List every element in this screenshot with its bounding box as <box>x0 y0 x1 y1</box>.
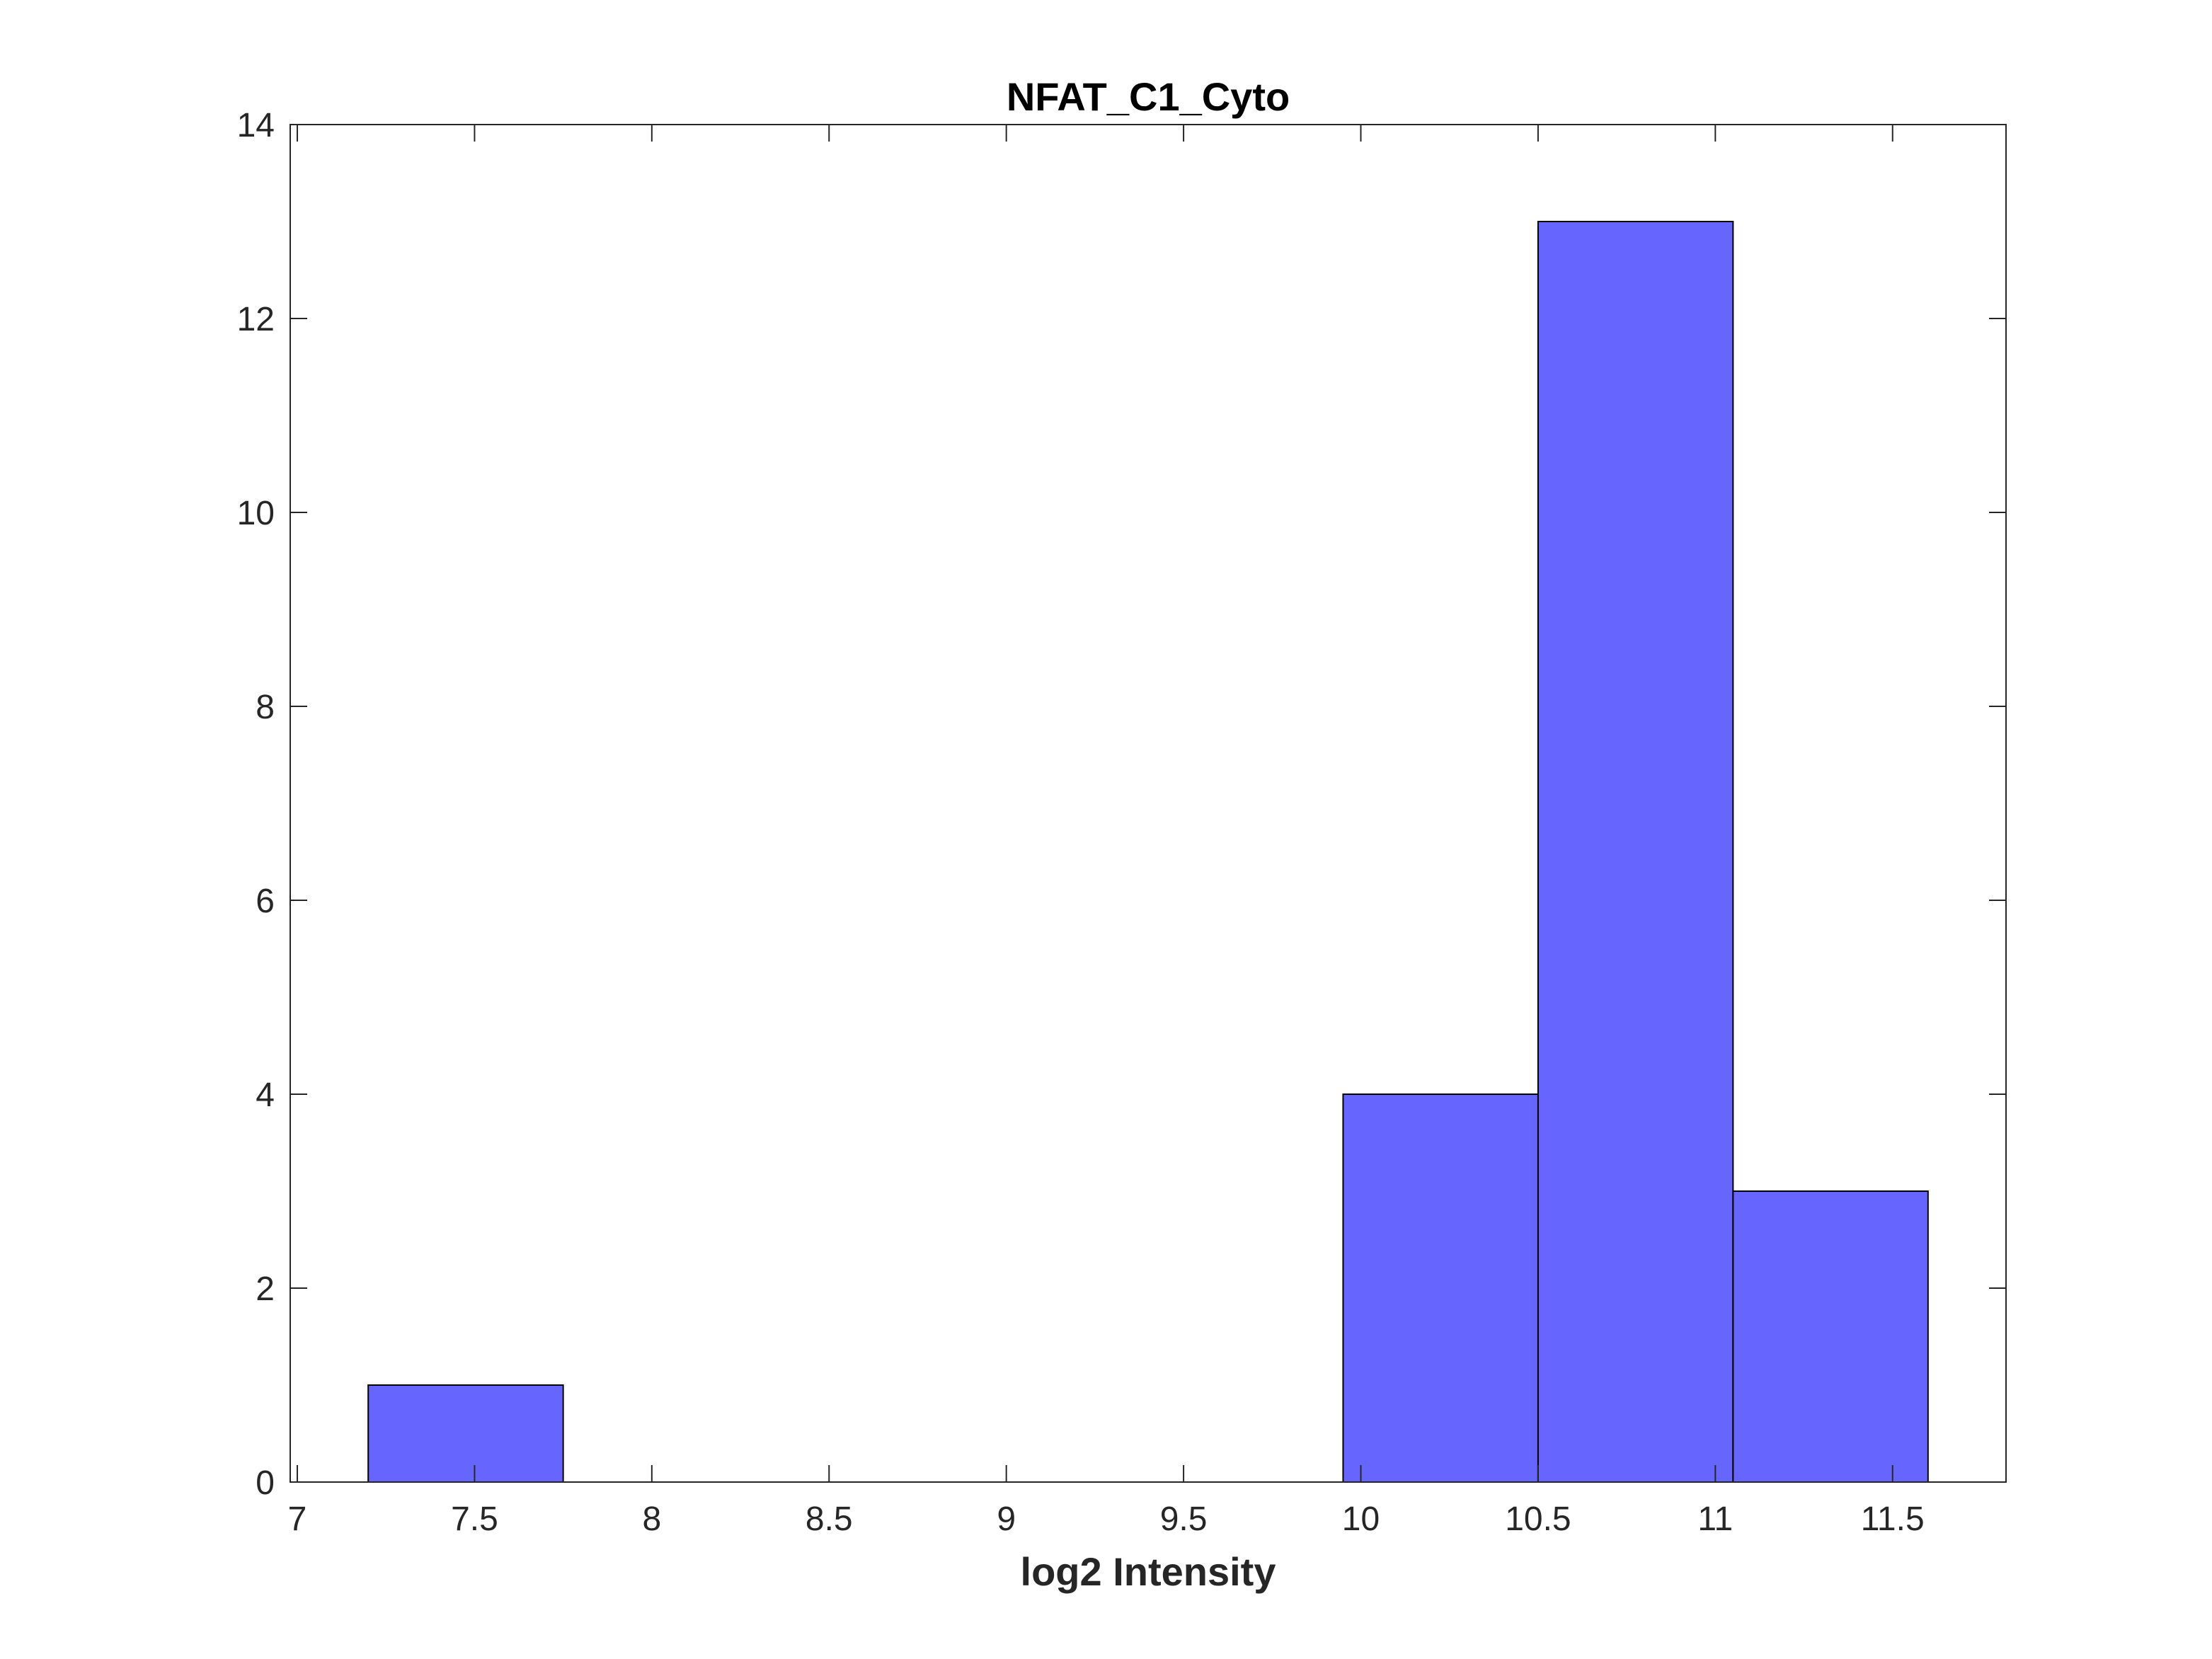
x-tick-label-1: 7.5 <box>451 1500 498 1538</box>
x-tick-label-5: 9.5 <box>1160 1500 1208 1538</box>
histogram-bar-0 <box>367 1384 564 1483</box>
x-tick-label-2: 8 <box>642 1500 661 1538</box>
y-tick-label-6: 12 <box>237 301 275 338</box>
y-tick-label-4: 8 <box>256 689 275 726</box>
bars-group <box>367 221 1929 1483</box>
x-tick-label-3: 8.5 <box>806 1500 853 1538</box>
x-axis-label: log2 Intensity <box>1021 1549 1276 1594</box>
histogram-bar-1 <box>1342 1093 1539 1483</box>
y-tick-label-2: 4 <box>256 1077 275 1114</box>
x-tick-label-4: 9 <box>997 1500 1016 1538</box>
axes-frame <box>290 124 2007 1483</box>
x-tick-label-0: 7 <box>288 1500 307 1538</box>
y-tick-label-0: 0 <box>256 1464 275 1502</box>
y-tick-label-5: 10 <box>237 495 275 532</box>
x-tick-label-6: 10 <box>1342 1500 1380 1538</box>
y-tick-label-3: 6 <box>256 883 275 920</box>
chart-title: NFAT_C1_Cyto <box>1007 74 1290 119</box>
y-tick-label-1: 2 <box>256 1270 275 1308</box>
ticks-group <box>290 124 2006 1483</box>
x-tick-label-8: 11 <box>1697 1500 1733 1538</box>
y-tick-label-7: 14 <box>237 107 275 144</box>
histogram-bar-3 <box>1732 1190 1929 1483</box>
x-tick-label-9: 11.5 <box>1861 1500 1925 1538</box>
histogram-bar-2 <box>1537 221 1734 1483</box>
tick-labels-group: 7 7.5 8 8.5 9 9.5 10 10.5 11 11.5 0 2 4 6 8 10 12 14 <box>237 107 1925 1538</box>
x-tick-label-7: 10.5 <box>1505 1500 1571 1538</box>
